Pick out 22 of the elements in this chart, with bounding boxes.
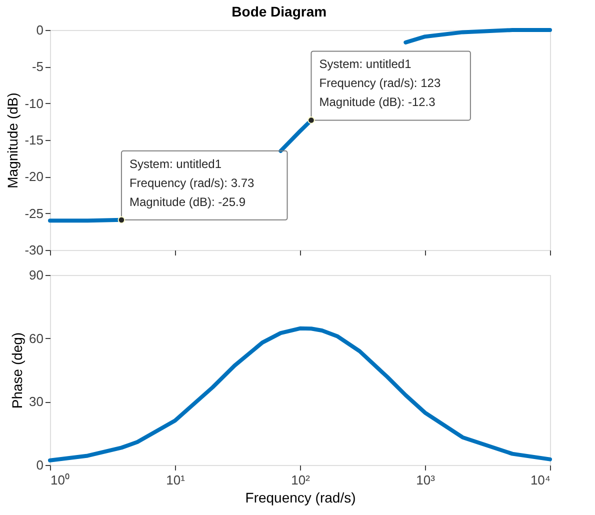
y-tick-label: 0: [36, 22, 44, 38]
y-tick-label: -25: [24, 206, 44, 221]
annotation: System: untitled1 Frequency (rad/s): 3.73 Magnitude (dB): -25.9: [129, 156, 255, 209]
y-tick-label: -20: [24, 169, 44, 184]
x-tick-label: 10²: [291, 472, 311, 488]
y-tick-label: -15: [24, 132, 44, 148]
x-tick-label: 10⁴: [530, 472, 550, 488]
annotation: System: untitled1 Frequency (rad/s): 123 Magnitude (dB): -12.3: [319, 57, 441, 110]
y-tick-label: -10: [24, 96, 44, 111]
x-tick-label: 10⁰: [50, 472, 70, 488]
y-tick-label: -5: [32, 59, 44, 74]
y-tick-label: -30: [24, 242, 44, 258]
y-tick-label: 90: [29, 268, 44, 282]
x-tick-label: 10³: [416, 472, 436, 488]
x-tick-label: 10¹: [166, 472, 186, 488]
x-axis-title: Frequency (rad/s): [245, 490, 356, 506]
chart-title: Bode Diagram: [232, 4, 327, 20]
y-tick-label: 60: [29, 330, 44, 346]
y-tick-label: 30: [29, 394, 44, 410]
y-axis-title: Phase (deg): [9, 332, 26, 409]
y-tick-label: 0: [36, 458, 44, 472]
y-axis-title: Magnitude (dB): [4, 92, 21, 188]
